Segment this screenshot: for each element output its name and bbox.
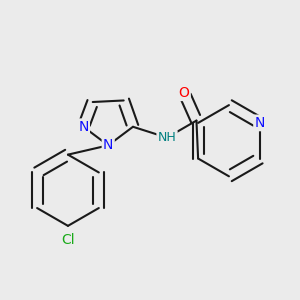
Text: NH: NH <box>158 131 176 144</box>
Text: Cl: Cl <box>61 233 75 247</box>
Text: N: N <box>103 138 113 152</box>
Text: N: N <box>78 120 88 134</box>
Text: O: O <box>178 86 190 100</box>
Text: N: N <box>255 116 265 130</box>
